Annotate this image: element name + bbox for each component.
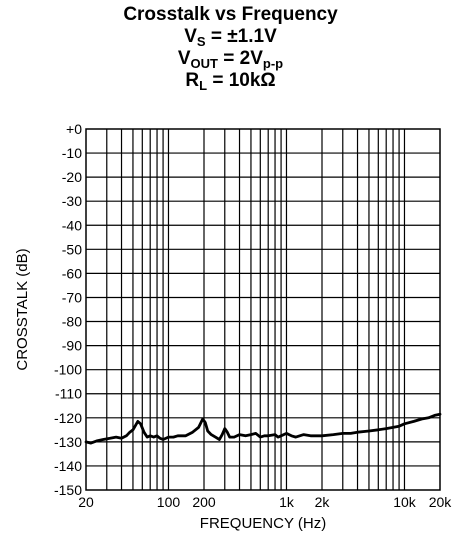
grid [86,129,440,490]
y-tick-label: -70 [62,289,82,305]
chart-title-block: Crosstalk vs Frequency VS = ±1.1V VOUT =… [0,4,461,92]
x-tick-label: 20k [429,494,453,510]
load-resistance-label: RL = 10kΩ [185,70,276,93]
y-tick-label: -60 [62,265,82,281]
x-axis-label: FREQUENCY (Hz) [200,515,326,532]
x-tick-label: 200 [192,494,216,510]
x-tick-label: 2k [315,494,331,510]
y-tick-labels: +0 -10 -20 -30 -40 -50 -60 -70 -80 -90 -100 -110 -12… [54,121,82,498]
x-tick-label: 1k [279,494,295,510]
y-tick-label: -140 [54,458,82,474]
x-tick-label: 100 [157,494,181,510]
y-tick-label: -120 [54,410,82,426]
supply-voltage-label: VS = ±1.1V [184,26,277,49]
y-axis-label: CROSSTALK (dB) [14,248,31,370]
y-tick-label: -150 [54,482,82,498]
x-tick-label: 20 [78,494,94,510]
y-tick-label: -90 [62,338,82,354]
y-tick-label: -20 [62,169,82,185]
y-tick-label: -130 [54,434,82,450]
y-tick-label: -40 [62,217,82,233]
output-voltage-label: VOUT = 2Vp-p [177,48,284,71]
x-tick-label: 10k [393,494,417,510]
plot-frame [85,128,441,491]
y-tick-label: -10 [62,145,82,161]
chart-title: Crosstalk vs Frequency [123,4,338,25]
x-tick-labels: 20 100 200 1k 2k 10k 20k [78,494,452,510]
y-tick-label: -50 [62,241,82,257]
y-tick-label: -110 [55,386,82,402]
series-line-crosstalk [84,412,442,445]
y-tick-label: -100 [54,362,82,378]
y-tick-label: +0 [66,121,82,137]
y-tick-label: -30 [62,193,82,209]
y-tick-label: -80 [62,314,82,330]
